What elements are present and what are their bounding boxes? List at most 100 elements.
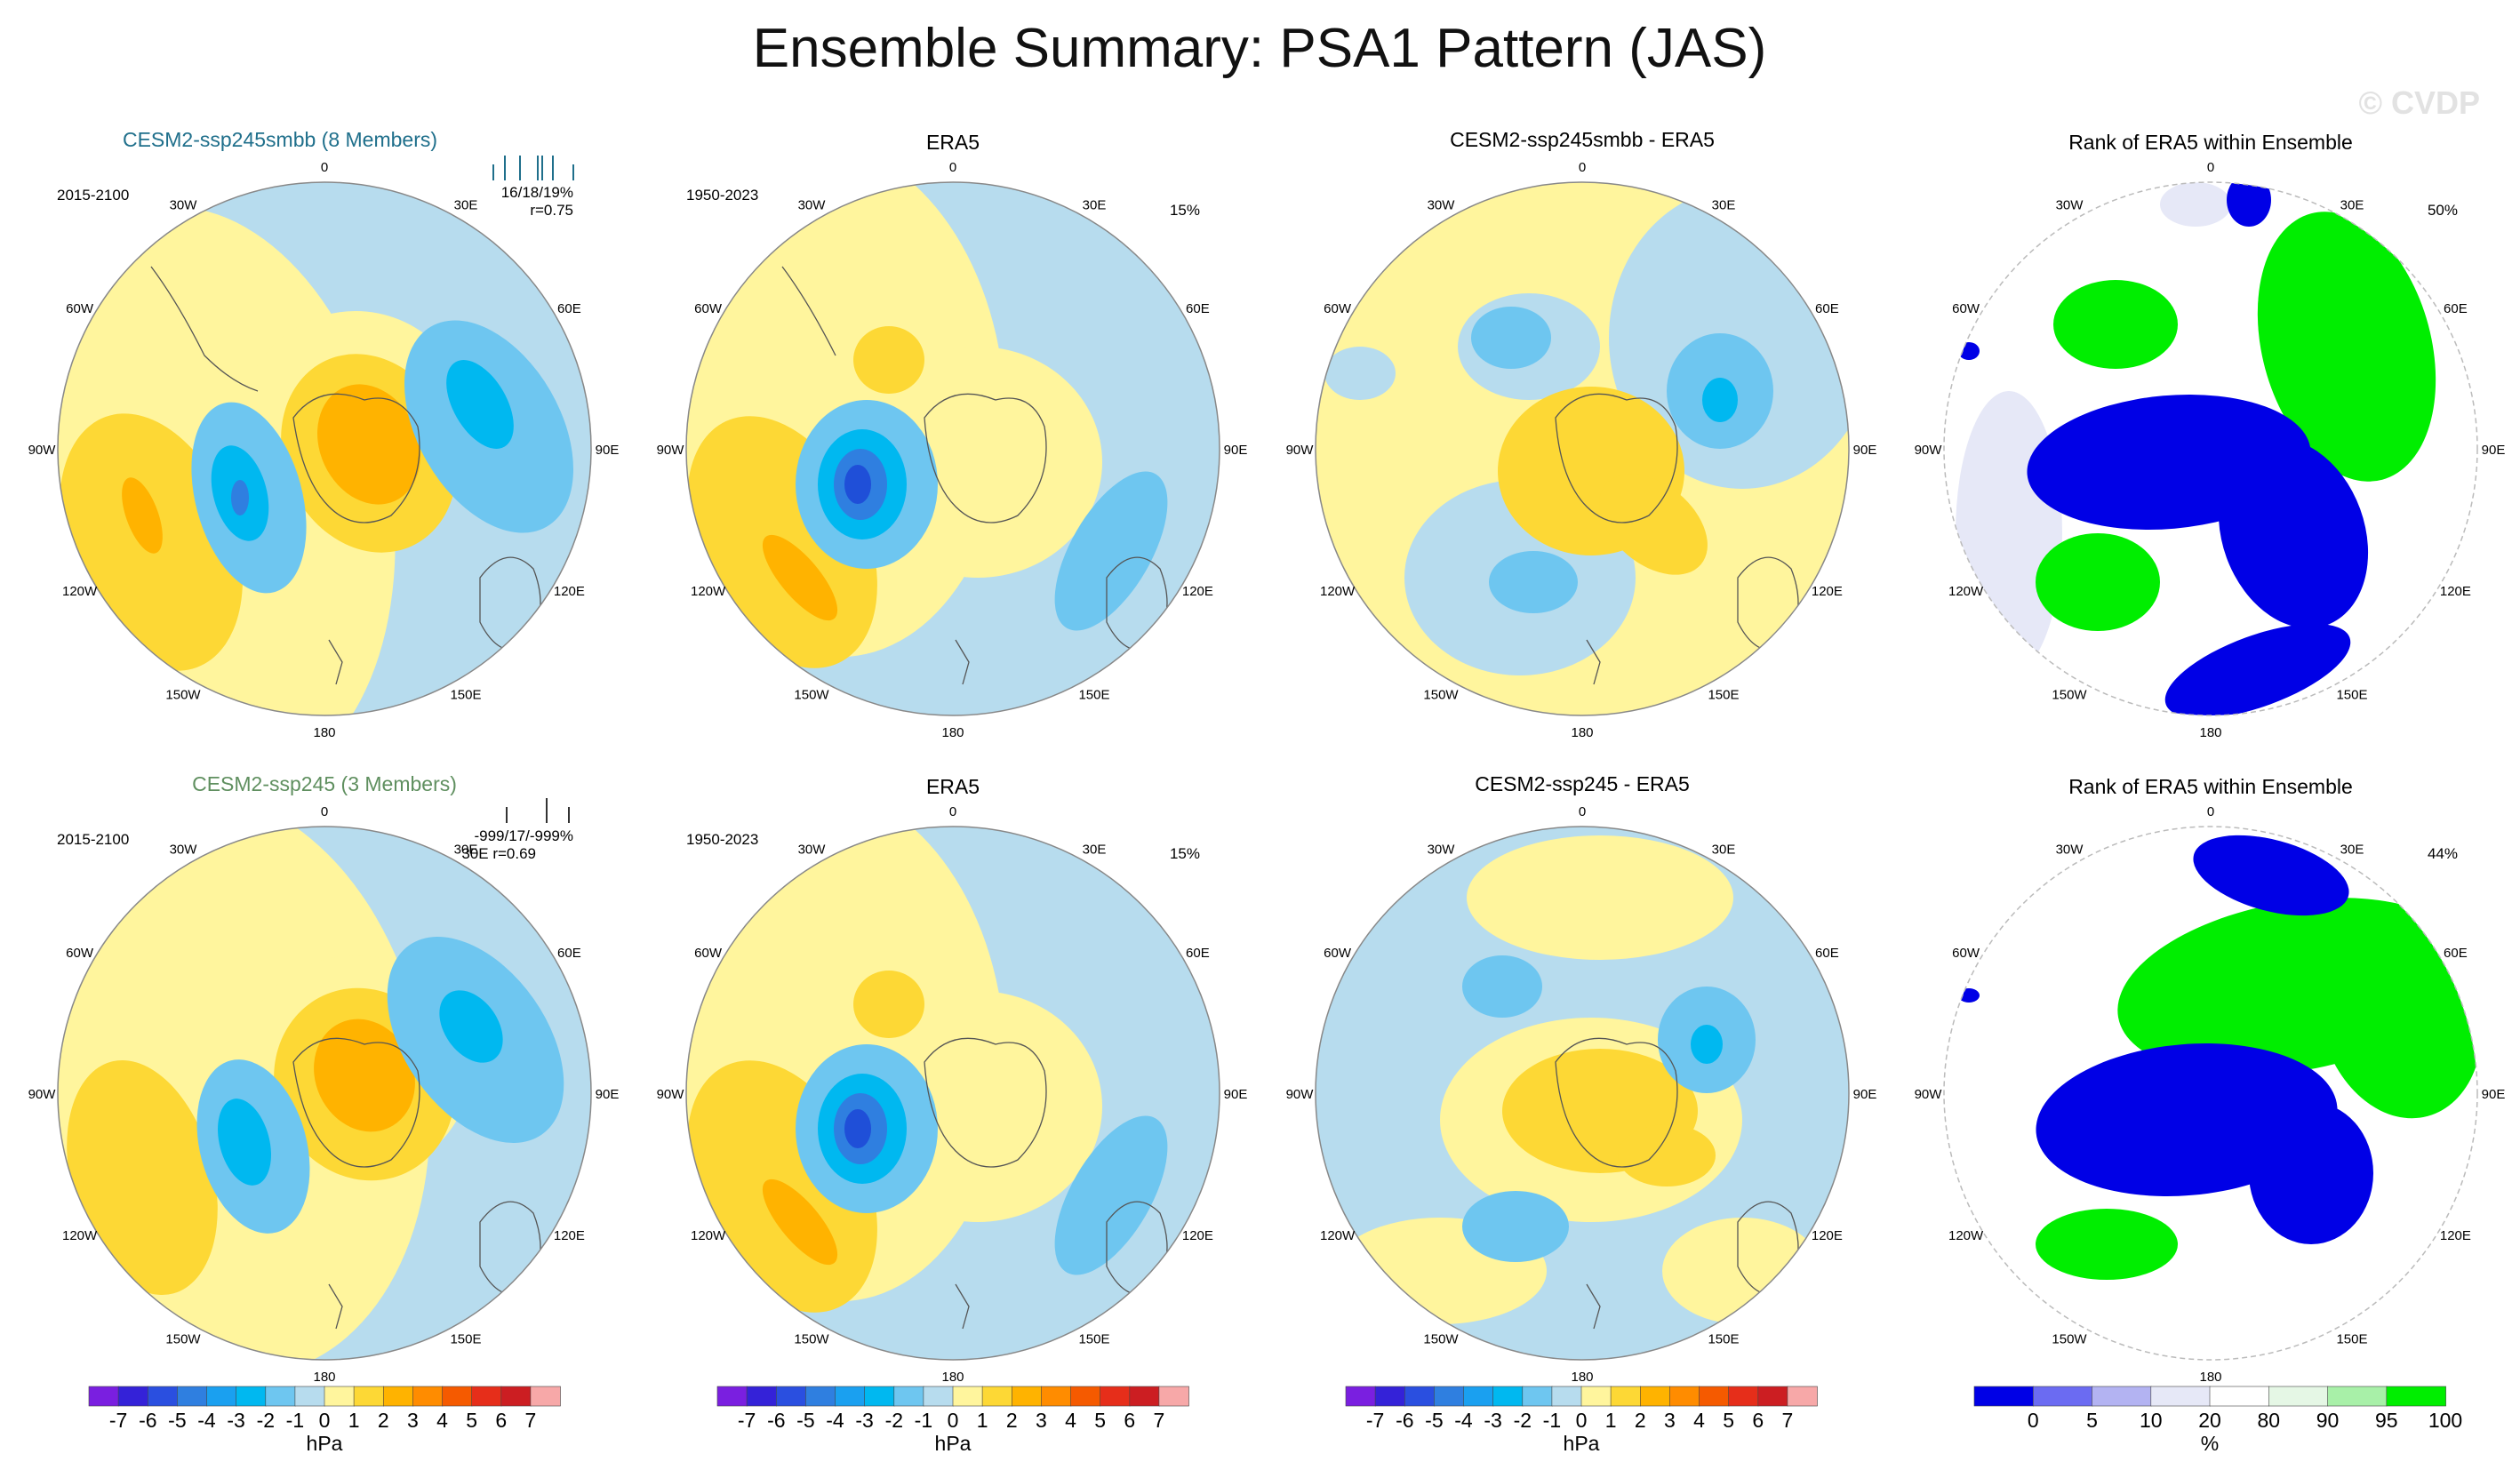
colorbar-unit: hPa (1564, 1432, 1600, 1455)
colorbar-tick-label: 3 (1036, 1409, 1047, 1432)
contour-neg3 (218, 1099, 271, 1186)
contour-pos1 (1467, 835, 1733, 960)
longitude-label: 0 (2207, 160, 2214, 175)
contour-pos2 (1599, 474, 1708, 575)
period-label: 1950-2023 (686, 187, 758, 204)
contour-rankhi (2036, 533, 2160, 631)
map-field (58, 182, 591, 715)
longitude-label: 0 (1579, 804, 1586, 819)
contour-rankhi (2036, 1209, 2178, 1280)
contour-ranklo (2249, 1102, 2373, 1244)
colorbar-tick-label: 7 (525, 1409, 537, 1432)
map-field (1316, 827, 1849, 1360)
contour-pos2 (1618, 1124, 1716, 1186)
longitude-label: 60W (1324, 946, 1352, 961)
colorbar-swatch (1580, 1386, 1612, 1407)
colorbar-swatch (1012, 1386, 1043, 1407)
map-border (1315, 826, 1850, 1361)
longitude-label: 120W (62, 584, 98, 599)
colorbar-tick-label: -5 (168, 1409, 186, 1432)
contour-neg3 (446, 360, 514, 449)
longitude-labels: 0 30E 60E 90E 120E 150E 180 150W 120W 90W 60W 30W (657, 160, 1248, 740)
colorbar-swatch (1973, 1386, 2035, 1407)
longitude-label: 150E (450, 687, 481, 702)
colorbar-tick-label: -4 (1454, 1409, 1473, 1432)
longitude-labels: 0 30E 60E 90E 120E 150E 180 150W 120W 90W 60W 30W (657, 804, 1248, 1385)
colorbar-tick-label: -4 (826, 1409, 844, 1432)
colorbar-tick-label: 4 (436, 1409, 448, 1432)
colorbar-swatch (2268, 1386, 2329, 1407)
longitude-label: 120E (2440, 1228, 2471, 1243)
colorbar-swatch (471, 1386, 502, 1407)
colorbar-swatch (500, 1386, 532, 1407)
colorbar-tick-label: -2 (1514, 1409, 1532, 1432)
longitude-label: 180 (313, 1370, 335, 1385)
colorbar-tick-label: 1 (977, 1409, 988, 1432)
contour-rankhi (2317, 907, 2477, 1119)
longitude-label: 90E (1224, 1087, 1248, 1102)
contour-pos2 (67, 1059, 218, 1296)
longitude-label: 30W (798, 843, 827, 858)
panel-title: ERA5 (926, 131, 980, 154)
colorbar-swatch (382, 1386, 414, 1407)
colorbar-tick-label: 1 (1605, 1409, 1617, 1432)
contour-pos2 (853, 971, 924, 1038)
longitude-label: 90E (2482, 1087, 2506, 1102)
coastline (1555, 1037, 1678, 1168)
colorbar-swatch (1610, 1386, 1641, 1407)
longitude-label: 60W (1952, 301, 1980, 316)
figure-title: Ensemble Summary: PSA1 Pattern (JAS) (753, 18, 1767, 79)
panel-era5-top: ERA5 1950-2023 15% 0 30E 60E 90E 120E 150E 180… (657, 131, 1248, 740)
colorbar-swatch (1070, 1386, 1101, 1407)
longitude-label: 180 (941, 1370, 964, 1385)
variance-label: 15% (1170, 845, 1200, 862)
colorbar-tick-label: 5 (1723, 1409, 1734, 1432)
rank-percent-label: 50% (2428, 202, 2458, 219)
map-field (58, 827, 591, 1360)
colorbar-tick-label: -3 (855, 1409, 873, 1432)
colorbar-tick-label: 100 (2428, 1409, 2462, 1432)
map-field (1316, 182, 1849, 715)
contour-neg2 (1054, 1115, 1168, 1275)
colorbar-tick-label: 6 (1124, 1409, 1135, 1432)
colorbar-swatch (981, 1386, 1012, 1407)
colorbar-tick-label: 7 (1154, 1409, 1165, 1432)
colorbar-swatch (952, 1386, 983, 1407)
colorbar-tick-label: 6 (495, 1409, 507, 1432)
colorbar-rank: 0 5 10 20 80 90 95 100% (1973, 1386, 2462, 1455)
correlation-label: r=0.75 (530, 202, 573, 219)
longitude-label: 150E (2336, 687, 2367, 702)
colorbar-swatch (442, 1386, 473, 1407)
map-field (686, 182, 1220, 715)
longitude-labels: 0 30E 60E 90E 120E 150E 180 150W 120W 90W 60W 30W (1915, 160, 2506, 740)
contour-ranklo (2193, 835, 2349, 916)
contour-pos3 (314, 1019, 415, 1132)
panel-rank-bottom: Rank of ERA5 within Ensemble 44% 0 30E 60E… (1915, 775, 2506, 1385)
longitude-labels: 0 30E 60E 90E 120E 150E 180 150W 120W 90W 60W 30W (1286, 160, 1877, 740)
contour-pos2 (853, 326, 924, 394)
map-border (685, 826, 1220, 1361)
colorbar-unit: % (2201, 1432, 2219, 1455)
colorbar-swatch (716, 1386, 748, 1407)
longitude-label: 90W (1915, 443, 1943, 458)
colorbar-tick-label: -3 (227, 1409, 244, 1432)
colorbar-tick-label: 95 (2375, 1409, 2398, 1432)
contour-faint (2160, 182, 2231, 227)
colorbar-swatch (1374, 1386, 1405, 1407)
longitude-label: 120W (691, 1228, 726, 1243)
contour-neg5 (844, 465, 871, 504)
colorbar-tick-label: -6 (1396, 1409, 1413, 1432)
member-ticks (506, 798, 570, 823)
colorbar-swatch (177, 1386, 208, 1407)
period-label: 2015-2100 (57, 831, 129, 848)
longitude-label: 150W (794, 687, 829, 702)
panel-title: ERA5 (926, 775, 980, 798)
longitude-label: 30W (170, 198, 198, 213)
map-border (57, 181, 592, 716)
colorbar-swatch (148, 1386, 179, 1407)
contour-ranklo (2218, 438, 2369, 628)
colorbar-hpa-3: -7 -6 -5 -4 -3 -2 -1 0 1 2 3 4 5 6 7 hPa (1345, 1386, 1818, 1455)
longitude-label: 0 (949, 160, 956, 175)
colorbar-swatch (746, 1386, 777, 1407)
